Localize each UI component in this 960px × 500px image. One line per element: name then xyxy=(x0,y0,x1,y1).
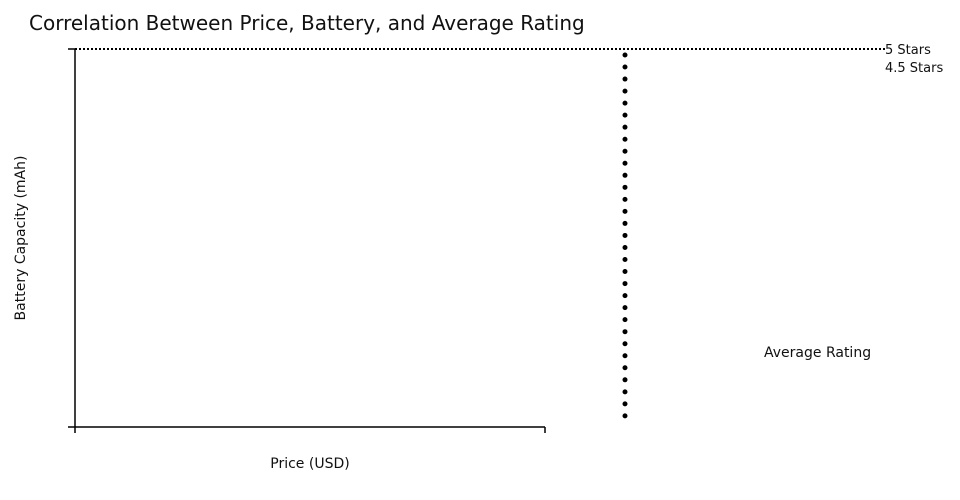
legend-title: Average Rating xyxy=(764,345,871,361)
legend-label-4-5-stars: 4.5 Stars xyxy=(885,61,943,76)
x-axis-label: Price (USD) xyxy=(270,456,349,472)
y-axis-label: Battery Capacity (mAh) xyxy=(13,156,29,321)
legend-label-5-stars: 5 Stars xyxy=(885,43,931,58)
chart-title: Correlation Between Price, Battery, and … xyxy=(29,11,585,35)
